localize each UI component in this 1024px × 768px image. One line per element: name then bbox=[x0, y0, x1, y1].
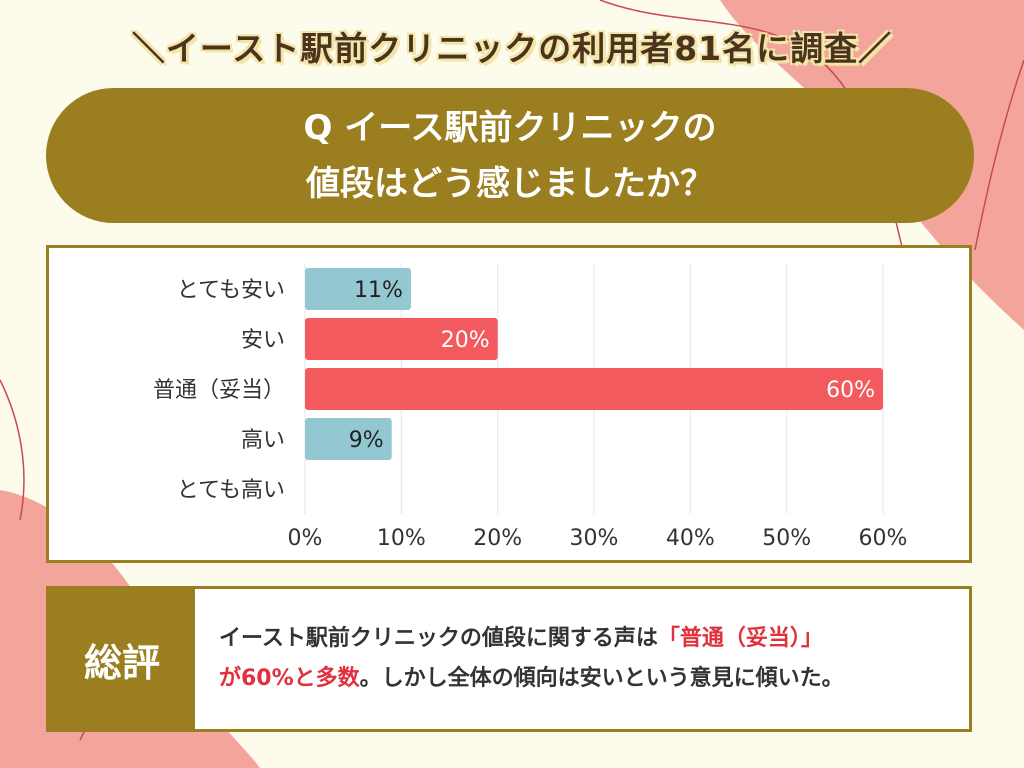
bar bbox=[305, 418, 392, 460]
summary-highlight-2: が60%と多数 bbox=[219, 666, 360, 691]
summary-text: イースト駅前クリニックの値段に関する声は「普通（妥当）」が60%と多数。しかし全… bbox=[195, 589, 969, 729]
summary-text-part2: 。しかし全体の傾向は安いという意見に傾いた。 bbox=[359, 666, 844, 691]
category-label: 安い bbox=[241, 328, 285, 353]
x-tick-label: 40% bbox=[666, 526, 715, 551]
survey-headline: ＼イースト駅前クリニックの利用者81名に調査／ bbox=[131, 29, 893, 68]
x-tick-label: 50% bbox=[762, 526, 811, 551]
data-label: 20% bbox=[441, 328, 490, 353]
x-tick-label: 20% bbox=[473, 526, 522, 551]
data-label: 60% bbox=[826, 378, 875, 403]
bar-chart: 0% 10% 20% 30% 40% 50% 60% とても安い 11% 安い 20% 普通（妥当） 6… bbox=[153, 264, 908, 551]
question-line-1: Q イース駅前クリニックの bbox=[303, 108, 717, 148]
data-label: 11% bbox=[354, 278, 403, 303]
category-label: 普通（妥当） bbox=[153, 378, 285, 403]
category-label: とても高い bbox=[177, 478, 285, 503]
question-banner: Q イース駅前クリニックの 値段はどう感じましたか？ bbox=[46, 88, 974, 223]
bar bbox=[305, 318, 498, 360]
question-line-2: 値段はどう感じましたか？ bbox=[306, 164, 714, 204]
chart-container: 0% 10% 20% 30% 40% 50% 60% とても安い 11% 安い 20% 普通（妥当） 6… bbox=[46, 245, 972, 563]
summary-label: 総評 bbox=[49, 589, 195, 729]
x-tick-label: 30% bbox=[570, 526, 619, 551]
x-tick-label: 0% bbox=[288, 526, 323, 551]
category-label: とても安い bbox=[177, 278, 285, 303]
bar bbox=[305, 368, 883, 410]
summary-highlight-1: 「普通（妥当）」 bbox=[657, 626, 823, 651]
x-tick-label: 10% bbox=[377, 526, 426, 551]
x-tick-label: 60% bbox=[859, 526, 908, 551]
category-label: 高い bbox=[241, 428, 285, 453]
bar bbox=[305, 268, 411, 310]
summary-text-part1: イースト駅前クリニックの値段に関する声は bbox=[219, 626, 658, 651]
summary-box: 総評 イースト駅前クリニックの値段に関する声は「普通（妥当）」が60%と多数。し… bbox=[46, 586, 972, 732]
data-label: 9% bbox=[349, 428, 384, 453]
